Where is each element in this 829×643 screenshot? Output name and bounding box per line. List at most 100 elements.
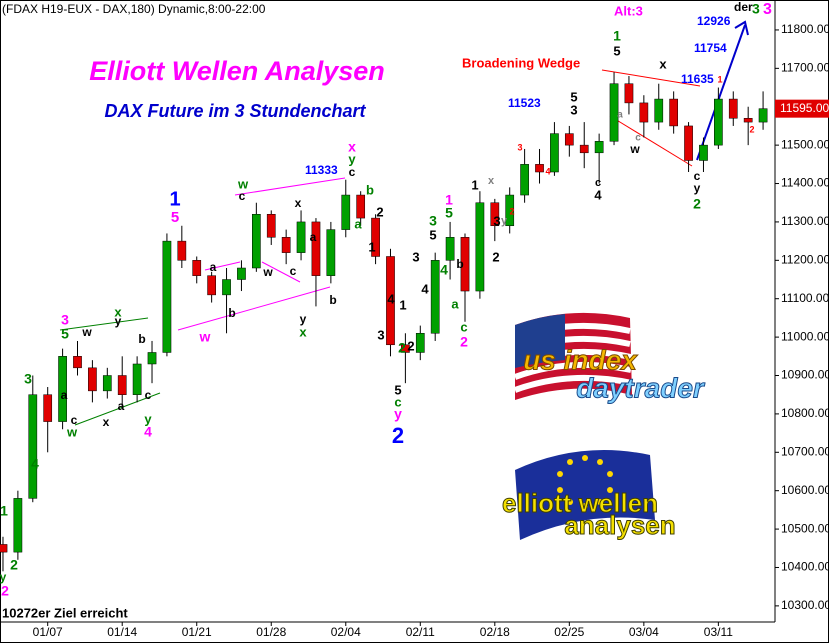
- wave-label: a: [61, 388, 68, 402]
- wave-label: 2: [407, 338, 414, 353]
- x-tick-label: 03/11: [704, 625, 733, 639]
- wedge-line: [601, 69, 701, 87]
- wave-label: 11754: [694, 41, 727, 55]
- wave-label: a: [451, 296, 459, 311]
- wave-label: 10272er Ziel erreicht: [2, 605, 128, 620]
- wave-label: x: [295, 196, 302, 210]
- flag-stars: [557, 455, 613, 509]
- wave-label: 4: [387, 291, 395, 306]
- wave-label: y: [115, 314, 122, 328]
- wave-label: 11523: [508, 96, 541, 110]
- candle-body: [177, 240, 187, 261]
- candle-body: [699, 144, 708, 161]
- candle-body: [73, 356, 82, 369]
- flag-canton: [515, 314, 565, 368]
- candle-body: [460, 237, 470, 292]
- candle-body: [490, 202, 500, 227]
- x-tick-label: 01/21: [182, 625, 212, 639]
- wave-label: der: [734, 0, 753, 14]
- x-tick-label: 01/14: [107, 625, 137, 639]
- wave-label: 4: [545, 166, 550, 176]
- y-tick-label: 11800.00: [781, 22, 829, 36]
- candle-body: [88, 367, 97, 392]
- chart-header: (FDAX H19-EUX - DAX,180) Dynamic,8:00-22…: [2, 2, 266, 16]
- candle-body: [28, 394, 38, 499]
- candle-body: [520, 164, 529, 196]
- x-tick-label: 02/18: [480, 625, 510, 639]
- x-tick-label: 03/04: [629, 625, 659, 639]
- wave-label: y: [0, 570, 7, 584]
- wave-label: y: [348, 151, 356, 166]
- y-tick-label: 11200.00: [781, 252, 829, 266]
- candle-body: [251, 213, 261, 269]
- wave-label: 4: [440, 262, 448, 278]
- candle-body: [639, 102, 649, 123]
- wave-label: 4: [144, 424, 152, 440]
- wave-label: 5: [61, 326, 69, 342]
- y-tick-label: 10400.00: [781, 560, 829, 574]
- wave-label: Broadening Wedge: [462, 55, 580, 70]
- candle-body: [132, 363, 142, 395]
- wave-label: w: [66, 424, 78, 439]
- trend-line: [74, 392, 161, 426]
- x-tick-label: 01/07: [33, 625, 63, 639]
- wave-label: 4: [594, 187, 602, 202]
- wave-label: w: [81, 325, 92, 339]
- wave-label: 3: [377, 327, 384, 342]
- candle-body: [654, 98, 664, 123]
- target-arrow: [696, 24, 746, 161]
- wave-label: 11635: [681, 72, 714, 86]
- wave-label: 2: [1, 583, 9, 599]
- y-tick-label: 10800.00: [781, 406, 829, 420]
- logo-text: analysen: [564, 510, 675, 540]
- wave-label: b: [366, 182, 374, 197]
- trend-line: [59, 317, 149, 331]
- candle-body: [624, 83, 634, 104]
- y-tick-label: 11400.00: [781, 176, 829, 190]
- candle-body: [43, 394, 53, 422]
- candle-body: [237, 267, 246, 280]
- wave-label: c: [349, 165, 356, 179]
- candle-body: [341, 194, 351, 230]
- candle-body: [192, 260, 202, 276]
- wave-label: c: [394, 394, 401, 409]
- candle-body: [758, 108, 768, 123]
- wedge-line: [609, 115, 693, 167]
- candle-body: [266, 213, 276, 238]
- wave-label: c: [595, 177, 601, 189]
- logo-us-index: us index daytrader: [513, 312, 706, 404]
- candle-body: [401, 344, 410, 353]
- candle-body: [371, 217, 380, 257]
- x-tick-label: 02/25: [554, 625, 584, 639]
- logo-text: us index: [523, 344, 638, 375]
- wave-label: 1: [399, 297, 406, 312]
- candle-body: [669, 98, 679, 127]
- candle-body: [475, 202, 485, 292]
- candle-body: [684, 125, 693, 161]
- wave-label: 1: [0, 503, 8, 519]
- wave-label: 4: [421, 281, 429, 296]
- x-tick-label: 02/04: [331, 625, 361, 639]
- candle-body: [505, 194, 515, 227]
- wave-label: a: [118, 399, 125, 413]
- wave-label: 1: [169, 188, 180, 210]
- y-tick-label: 11000.00: [781, 329, 829, 343]
- candle-body: [117, 375, 127, 395]
- wave-label: b: [228, 306, 235, 320]
- last-price-box: [775, 99, 829, 118]
- wave-label: c: [71, 413, 78, 427]
- wave-label: c: [290, 264, 297, 278]
- wave-label: x: [488, 175, 495, 187]
- trend-line: [261, 261, 301, 283]
- y-tick-label: 11300.00: [781, 214, 829, 228]
- chart-title: Elliott Wellen Analysen: [89, 56, 385, 86]
- wave-label: 5: [445, 205, 453, 221]
- y-tick-label: 10500.00: [781, 521, 829, 535]
- wave-label: 3: [61, 312, 69, 328]
- wave-label: 5: [613, 43, 620, 58]
- wave-label: a: [310, 230, 317, 244]
- wave-label: w: [629, 142, 640, 156]
- x-tick-label: 02/11: [406, 625, 435, 639]
- wave-label: 3: [24, 371, 32, 387]
